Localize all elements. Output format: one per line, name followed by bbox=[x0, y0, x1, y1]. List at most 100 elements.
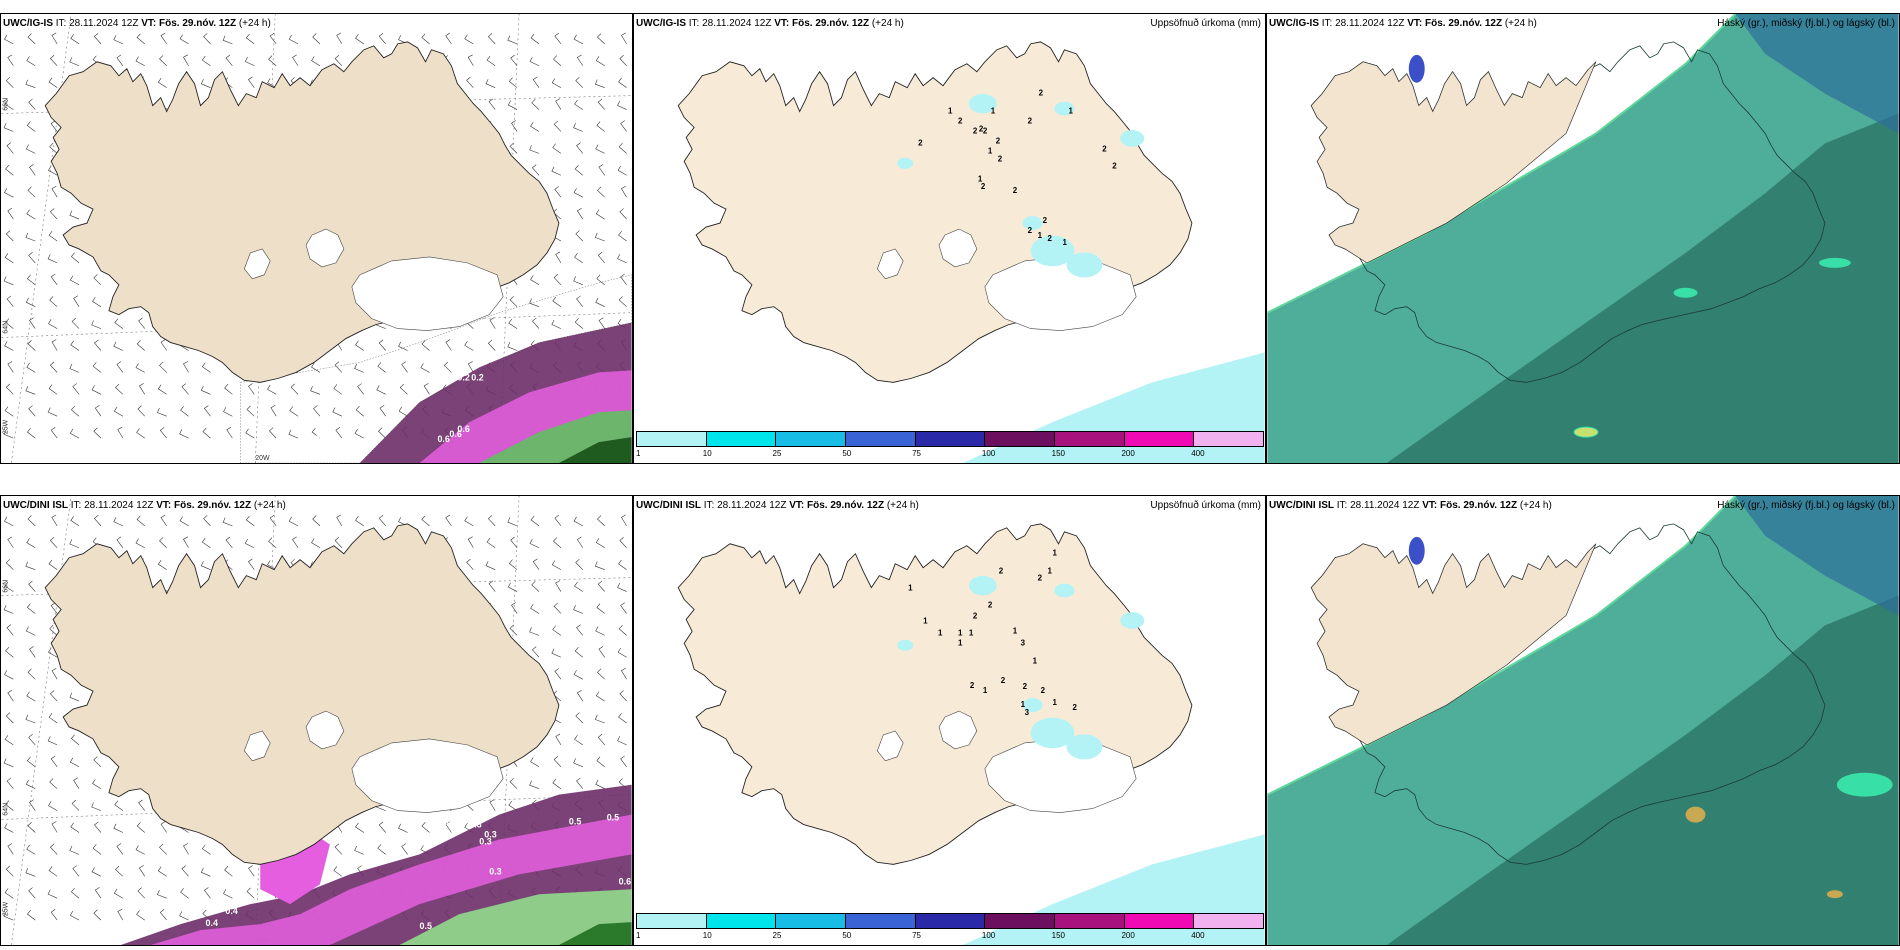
wind-value-label: 0.2 bbox=[457, 372, 469, 382]
wind-barb bbox=[530, 603, 540, 614]
wind-barb bbox=[311, 427, 321, 439]
wind-barb bbox=[573, 34, 583, 45]
wind-barb bbox=[157, 560, 167, 570]
wind-barb bbox=[25, 297, 36, 307]
precip-value: 2 bbox=[958, 117, 963, 126]
wind-barb bbox=[488, 580, 496, 592]
wind-barb bbox=[137, 887, 145, 899]
wind-barb bbox=[618, 296, 627, 307]
colorbar-swatch bbox=[1055, 432, 1125, 446]
wind-barb bbox=[333, 866, 343, 877]
wind-barb bbox=[7, 536, 14, 548]
wind-barb bbox=[489, 799, 496, 811]
wind-barb bbox=[4, 670, 14, 680]
wind-barb bbox=[49, 142, 58, 154]
wind-barb bbox=[531, 581, 540, 592]
wind-barb bbox=[618, 559, 627, 570]
precip-value: 2 bbox=[1001, 676, 1006, 685]
precip-shading bbox=[240, 274, 632, 463]
precip-value: 1 bbox=[1013, 626, 1018, 635]
panel-header: UWC/IG-IS IT: 28.11.2024 12Z VT: Fös. 29… bbox=[1269, 18, 1537, 29]
precip-shading bbox=[120, 784, 632, 945]
wind-barb bbox=[247, 76, 255, 88]
wind-barb bbox=[575, 712, 584, 724]
wind-barb bbox=[136, 515, 145, 527]
wind-barb bbox=[467, 54, 474, 66]
wind-barb bbox=[467, 361, 474, 373]
colorbar-swatch bbox=[776, 914, 847, 928]
colorbar-swatch bbox=[985, 432, 1056, 446]
wind-barb bbox=[445, 514, 452, 527]
wind-barb bbox=[551, 560, 562, 570]
wind-barb bbox=[116, 54, 124, 66]
precip-value: 1 bbox=[978, 174, 983, 183]
wind-barb bbox=[47, 407, 58, 417]
wind-barb bbox=[116, 536, 124, 548]
wind-barb bbox=[70, 405, 80, 417]
wind-barb bbox=[4, 888, 14, 899]
wind-barb bbox=[6, 142, 14, 154]
wind-barb bbox=[597, 98, 605, 110]
wind-barb bbox=[529, 298, 540, 307]
wind-barb bbox=[597, 733, 605, 746]
wind-barb bbox=[183, 843, 189, 855]
wind-barb bbox=[26, 909, 36, 921]
wind-barb bbox=[116, 843, 124, 855]
wind-value-label: 0.6 bbox=[457, 424, 469, 434]
wind-barb bbox=[598, 317, 605, 329]
wind-barb bbox=[69, 845, 80, 855]
wind-barb bbox=[398, 823, 408, 833]
wind-barb bbox=[268, 55, 277, 66]
wind-barb bbox=[530, 121, 540, 132]
wind-barb bbox=[93, 32, 102, 45]
wind-barb bbox=[26, 538, 36, 549]
wind-barb bbox=[138, 865, 146, 877]
wind-barb bbox=[200, 561, 211, 570]
precip-dark-green bbox=[558, 922, 632, 945]
wind-barb bbox=[530, 515, 540, 527]
precip-value: 1 bbox=[923, 616, 928, 625]
precip-value: 2 bbox=[999, 567, 1004, 576]
wind-barb bbox=[26, 121, 36, 132]
wind-barb bbox=[4, 581, 14, 592]
wind-barb bbox=[49, 296, 58, 307]
colorbar-label: 10 bbox=[702, 449, 712, 458]
colorbar-swatch bbox=[1124, 432, 1195, 446]
wind-barb bbox=[28, 98, 36, 110]
wind-barb bbox=[116, 361, 124, 373]
wind-barb bbox=[27, 822, 36, 833]
wind-barb bbox=[597, 186, 605, 198]
wind-barb bbox=[222, 35, 233, 45]
wind-barb bbox=[3, 605, 14, 614]
wind-barb bbox=[618, 143, 627, 154]
wind-barb bbox=[355, 340, 364, 351]
wind-barb bbox=[159, 909, 167, 921]
wind-barb bbox=[554, 514, 562, 527]
wind-barb bbox=[617, 736, 627, 746]
wind-barb bbox=[423, 383, 430, 395]
wind-barb bbox=[26, 209, 36, 220]
wind-barb bbox=[421, 33, 430, 45]
wind-barb bbox=[378, 821, 386, 833]
wind-barb bbox=[49, 536, 58, 548]
wind-barb bbox=[245, 515, 255, 527]
wind-barb bbox=[28, 734, 36, 746]
wind-barb bbox=[51, 339, 58, 351]
wind-barb bbox=[595, 691, 605, 702]
wind-barb bbox=[621, 667, 627, 680]
precip-value: 2 bbox=[1043, 216, 1048, 225]
wind-barb bbox=[573, 670, 583, 680]
wind-barb bbox=[159, 361, 167, 373]
wind-barb bbox=[7, 843, 14, 855]
wind-barb bbox=[553, 537, 562, 548]
wind-barb bbox=[487, 33, 496, 45]
precip-patch bbox=[1022, 216, 1043, 231]
wind-barb bbox=[7, 361, 14, 373]
precip-value: 1 bbox=[958, 638, 963, 647]
precip-value: 1 bbox=[1062, 238, 1067, 247]
wind-barb bbox=[6, 624, 14, 636]
wind-barb bbox=[618, 77, 627, 88]
wind-barb bbox=[334, 843, 343, 855]
precip-value: 2 bbox=[1102, 144, 1107, 153]
wind-barb bbox=[94, 405, 102, 417]
